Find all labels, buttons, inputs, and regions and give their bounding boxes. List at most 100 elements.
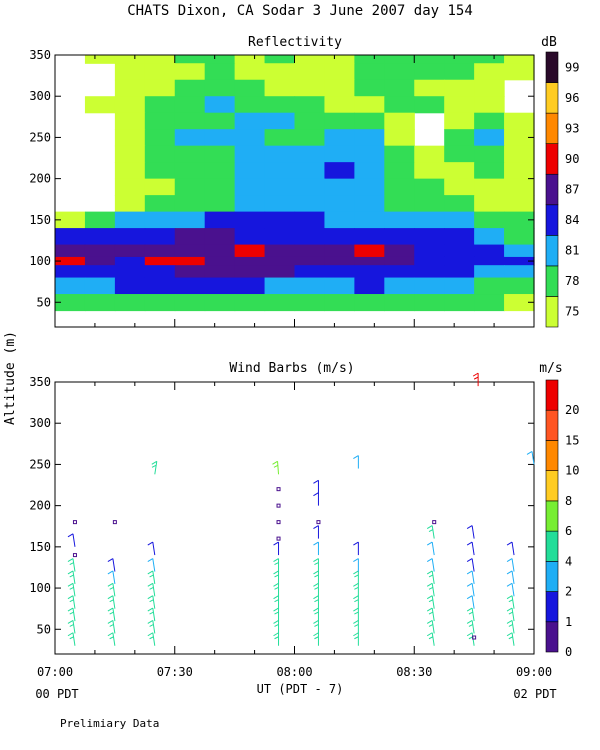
reflectivity-cell [324, 178, 355, 196]
wind-barb-flag [314, 599, 319, 603]
wind-barb-flag [466, 582, 473, 587]
reflectivity-cell [504, 277, 535, 295]
colorbar-swatch [545, 173, 559, 206]
colorbar-label: 10 [565, 464, 579, 478]
reflectivity-cell [414, 63, 445, 81]
reflectivity-cell [384, 63, 415, 81]
wind-barb-flag [466, 619, 473, 624]
calm-marker [276, 487, 281, 492]
colorbar-label: 4 [565, 554, 572, 568]
reflectivity-colorbar-unit: dB [541, 35, 557, 50]
wind-barb-flag [147, 582, 154, 587]
calm-marker [276, 503, 281, 508]
wind-barb-staff [431, 632, 435, 646]
wind-barb-flag [353, 595, 359, 600]
reflectivity-cell [144, 195, 176, 213]
colorbar-label: 6 [565, 524, 572, 538]
wind-barb-staff [112, 607, 116, 622]
reflectivity-cell [294, 178, 326, 196]
reflectivity-cell [444, 195, 475, 213]
colorbar-label: 81 [565, 244, 579, 258]
reflectivity-cell [324, 63, 355, 81]
wind-barb-staff [112, 595, 116, 609]
wind-barb-flag [273, 464, 279, 468]
reflectivity-cell [474, 195, 505, 213]
reflectivity-cell [354, 162, 385, 180]
reflectivity-cell [114, 145, 146, 163]
wind-barb-flag [69, 636, 74, 640]
figure-title: CHATS Dixon, CA Sodar 3 June 2007 day 15… [127, 3, 473, 19]
reflectivity-cell [144, 79, 176, 97]
reflectivity-cell [114, 195, 146, 213]
reflectivity-cell [354, 55, 385, 64]
colorbar-swatch [545, 500, 559, 532]
reflectivity-cell [504, 294, 535, 312]
reflectivity-cell [144, 178, 176, 196]
wind-barb-flag [472, 372, 479, 377]
colorbar-label: 75 [565, 305, 579, 319]
reflectivity-cell [264, 63, 296, 81]
calm-marker [432, 520, 437, 525]
colorbar-swatch [545, 409, 559, 441]
reflectivity-cell [504, 55, 535, 64]
reflectivity-cell [384, 294, 415, 312]
reflectivity-cell [114, 55, 146, 64]
reflectivity-cell [294, 195, 326, 213]
reflectivity-cell [324, 211, 355, 229]
local-time-left: 00 PDT [35, 687, 78, 701]
y-tick-label: 300 [29, 416, 51, 430]
reflectivity-cell [204, 211, 236, 229]
wind-barb-staff [511, 542, 515, 556]
reflectivity-cell [204, 96, 236, 114]
reflectivity-cell [114, 277, 146, 295]
calm-marker [276, 536, 281, 541]
wind-barb-flag [149, 623, 154, 627]
wind-barb-staff [72, 583, 76, 597]
wind-barb-staff [112, 570, 116, 585]
reflectivity-cell [354, 294, 385, 312]
calm-marker [112, 520, 117, 525]
reflectivity-cell [294, 265, 326, 279]
reflectivity-cell [264, 162, 296, 180]
altitude-axis-label: Altitude (m) [3, 331, 18, 425]
reflectivity-cell [174, 195, 206, 213]
wind-barb-flag [69, 574, 74, 578]
wind-barb-staff [152, 620, 156, 634]
wind-barb-flag [67, 632, 74, 637]
wind-barb-glyphs [67, 372, 535, 646]
reflectivity-cell [354, 145, 385, 163]
wind-barb-flag [473, 376, 479, 380]
wind-barb-flag [69, 586, 74, 590]
reflectivity-cell [354, 256, 385, 266]
wind-barb-flag [273, 570, 279, 575]
reflectivity-cell [414, 265, 445, 279]
reflectivity-cell [414, 55, 445, 64]
reflectivity-cell [114, 294, 146, 312]
calm-marker [316, 520, 321, 525]
wind-barb-flag [67, 558, 74, 563]
reflectivity-cell [55, 256, 86, 266]
reflectivity-cell [174, 211, 206, 229]
reflectivity-cell [84, 294, 116, 312]
reflectivity-cell [324, 195, 355, 213]
reflectivity-cell [114, 178, 146, 196]
reflectivity-cell [354, 79, 385, 97]
reflectivity-cell [204, 79, 236, 97]
wind-barb-flag [426, 582, 433, 587]
reflectivity-cell [204, 162, 236, 180]
reflectivity-cell [444, 145, 475, 163]
reflectivity-cell [384, 55, 415, 64]
wind-barb-staff [471, 595, 475, 609]
reflectivity-cell [144, 211, 176, 229]
colorbar-label: 2 [565, 585, 572, 599]
wind-barb-flag [506, 595, 513, 600]
reflectivity-cell [84, 55, 116, 64]
reflectivity-cell [234, 294, 266, 312]
wind-barb-flag [313, 582, 319, 587]
wind-barb-flag [272, 460, 278, 465]
reflectivity-cell [414, 256, 445, 266]
wind-barb-flag [526, 450, 533, 455]
wind-barb-flag [313, 541, 319, 546]
wind-barb-flag [508, 636, 514, 640]
reflectivity-cell [204, 55, 236, 64]
